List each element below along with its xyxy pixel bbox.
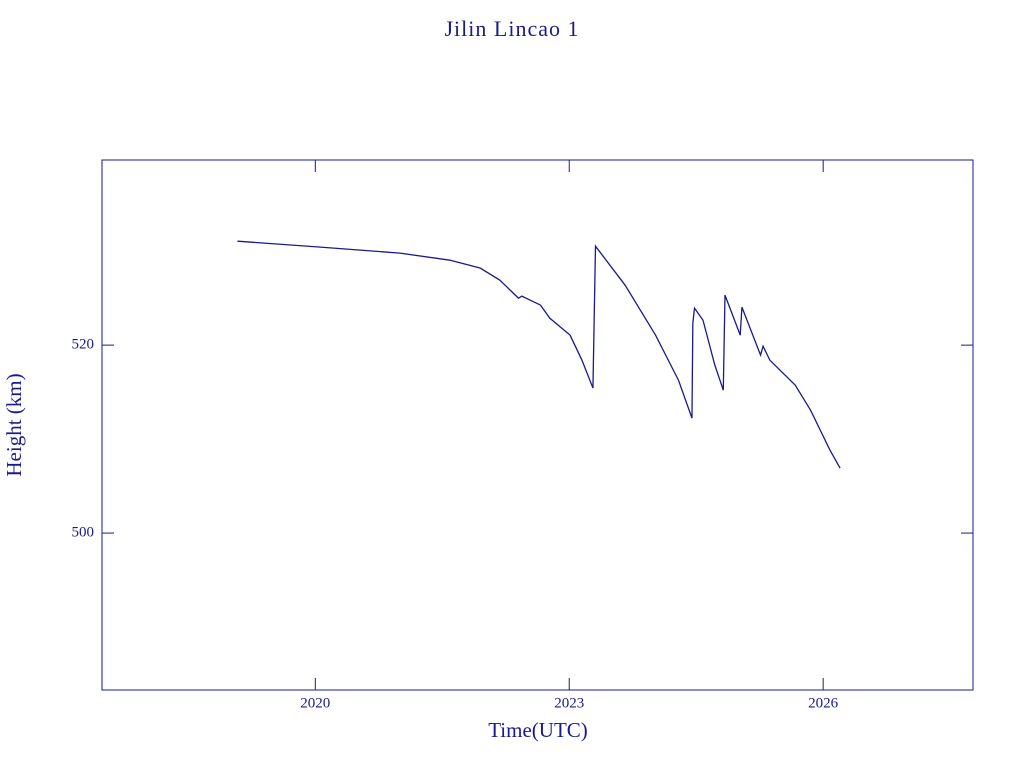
x-tick-label: 2026 — [808, 695, 839, 711]
x-tick-label: 2023 — [554, 695, 584, 711]
x-tick-label: 2020 — [300, 695, 330, 711]
x-axis-label: Time(UTC) — [488, 718, 588, 742]
plot-frame — [101, 159, 974, 691]
y-axis-label: Height (km) — [2, 373, 26, 476]
y-tick-label: 500 — [72, 525, 95, 541]
data-line — [237, 240, 841, 469]
y-tick-label: 520 — [72, 337, 95, 353]
chart-title: Jilin Lincao 1 — [445, 16, 580, 41]
